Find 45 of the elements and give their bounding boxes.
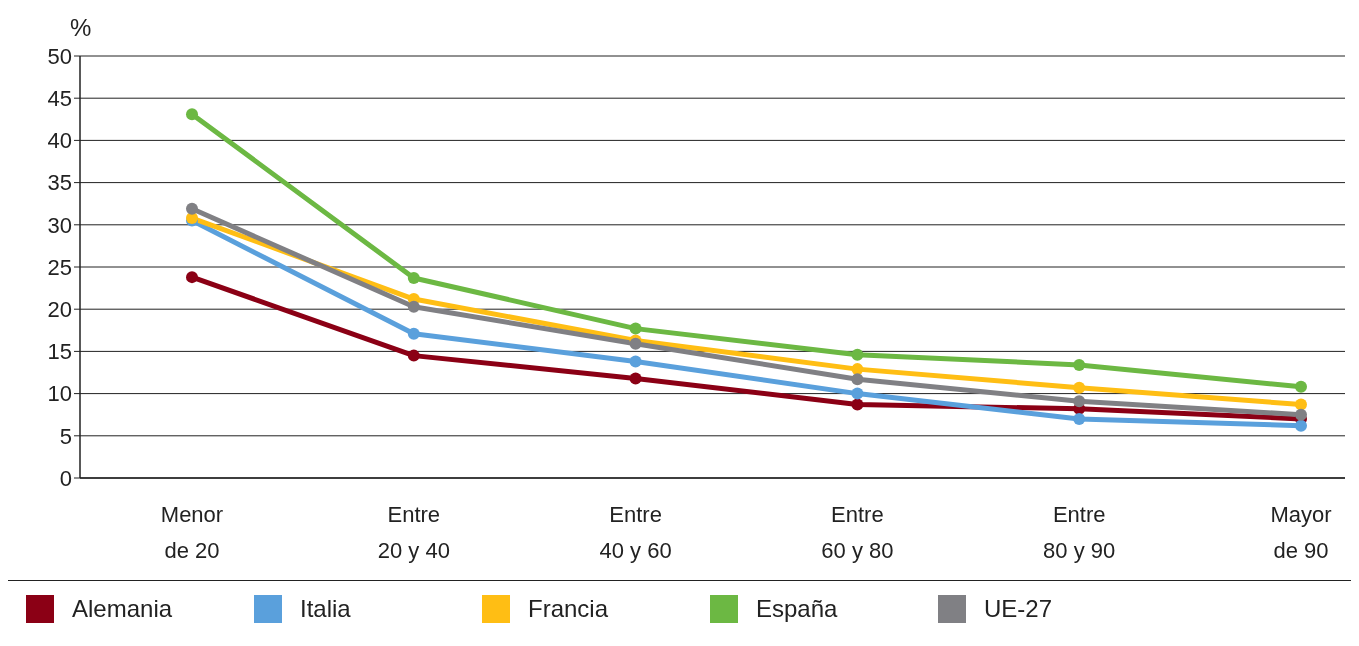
point <box>851 387 864 400</box>
legend-label: Italia <box>299 595 352 623</box>
point <box>186 108 198 121</box>
y-tick-label: 50 <box>47 43 72 69</box>
point <box>186 271 198 284</box>
x-tick-label: Entre 20 y 40 <box>377 502 450 563</box>
x-tick-label: Mayor de 90 <box>1270 502 1332 563</box>
point <box>1295 419 1307 432</box>
y-tick-label: 45 <box>47 86 72 112</box>
x-tick-label: Menor de 20 <box>160 502 224 563</box>
point <box>1295 398 1307 411</box>
point <box>629 322 642 335</box>
point <box>407 327 420 340</box>
point <box>851 348 864 361</box>
y-tick-label: 40 <box>47 128 72 154</box>
point <box>407 271 420 284</box>
point <box>1295 408 1307 421</box>
y-tick-label: 0 <box>59 465 72 491</box>
x-tick-label: Entre 60 y 80 <box>821 502 894 563</box>
point <box>629 355 642 368</box>
y-tick-label: 25 <box>47 254 72 280</box>
point <box>1295 380 1307 393</box>
legend-label: España <box>755 595 839 623</box>
point <box>1073 358 1086 371</box>
legend-label: Alemania <box>71 595 174 623</box>
y-tick-label: 15 <box>47 339 72 365</box>
legend-label: UE-27 <box>983 595 1054 623</box>
x-tick-label: Entre 80 y 90 <box>1043 502 1116 563</box>
point <box>1073 412 1086 425</box>
point <box>407 300 420 313</box>
y-axis-title: % <box>70 14 92 42</box>
y-tick-label: 35 <box>47 170 72 196</box>
y-tick-label: 10 <box>47 381 72 407</box>
legend-label: Francia <box>527 595 610 623</box>
y-tick-label: 5 <box>59 423 72 449</box>
point <box>1073 381 1086 394</box>
point <box>629 372 642 385</box>
point <box>186 202 198 215</box>
y-tick-label: 20 <box>47 297 72 323</box>
point <box>851 373 864 386</box>
y-tick-label: 30 <box>47 212 72 238</box>
x-tick-label: Entre 40 y 60 <box>599 502 672 563</box>
point <box>1073 395 1086 408</box>
point <box>851 398 864 411</box>
point <box>407 349 420 362</box>
